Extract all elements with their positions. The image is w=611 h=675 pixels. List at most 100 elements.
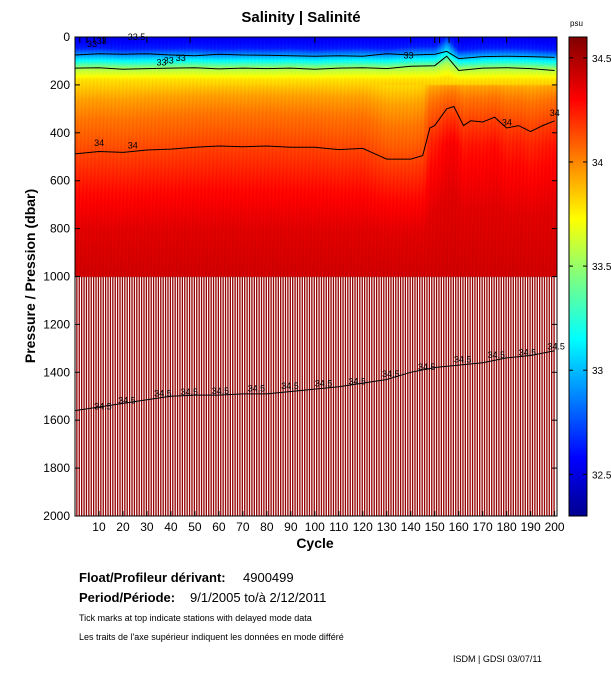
deep-profile-bar — [244, 276, 246, 516]
colorbar-unit: psu — [570, 19, 583, 28]
deep-profile-bar — [80, 276, 83, 516]
contour-label: 34.5 — [315, 379, 333, 389]
y-tick-label: 1800 — [43, 461, 70, 475]
contour-label: 34 — [550, 108, 560, 118]
deep-profile-bar — [423, 276, 426, 516]
chart-title: Salinity | Salinité — [241, 9, 360, 26]
deep-profile-bar — [308, 276, 311, 516]
contour-label: 33 — [404, 51, 414, 61]
x-tick-label: 20 — [116, 520, 130, 534]
y-tick-label: 400 — [50, 126, 70, 140]
x-tick-label: 170 — [473, 520, 493, 534]
deep-profile-bar — [447, 276, 450, 516]
x-tick-label: 30 — [140, 520, 154, 534]
deep-profile-bar — [116, 276, 119, 516]
deep-profile-bar — [462, 276, 464, 516]
deep-profile-bar — [342, 276, 344, 516]
deep-profile-bar — [188, 276, 191, 516]
contour-line-33.5 — [74, 55, 555, 72]
deep-profile-bar — [510, 276, 512, 516]
x-tick-label: 10 — [92, 520, 106, 534]
deep-profile-bar — [203, 276, 205, 516]
profile-gap-bars — [76, 276, 555, 516]
deep-profile-bar — [289, 276, 291, 516]
deep-profile-bar — [553, 276, 555, 516]
deep-profile-bar — [191, 276, 193, 516]
deep-profile-bar — [152, 276, 155, 516]
deep-profile-bar — [88, 276, 90, 516]
contour-label: 34.5 — [348, 376, 366, 386]
deep-profile-bar — [282, 276, 284, 516]
deep-profile-bar — [404, 276, 407, 516]
contour-label: 34 — [502, 118, 512, 128]
deep-profile-bar — [419, 276, 421, 516]
deep-profile-bar — [241, 276, 243, 516]
deep-profile-bar — [368, 276, 371, 516]
deep-profile-bar — [251, 276, 253, 516]
deep-profile-bar — [311, 276, 313, 516]
delayed-mode-ticks — [79, 37, 508, 43]
deep-profile-bar — [258, 276, 260, 516]
deep-profile-bar — [83, 276, 85, 516]
deep-profile-bar — [131, 276, 133, 516]
x-axis: 10 20 30 40 50 60 70 80 90 100 110 120 130 140 150 160 1… — [92, 511, 565, 534]
deep-profile-bar — [164, 276, 167, 516]
deep-profile-bar — [440, 276, 443, 516]
deep-profile-bar — [198, 276, 200, 516]
deep-profile-bar — [375, 276, 378, 516]
deep-profile-bar — [411, 276, 414, 516]
deep-profile-bar — [268, 276, 270, 516]
deep-profile-bar — [157, 276, 160, 516]
deep-profile-bar — [280, 276, 282, 516]
deep-profile-bar — [505, 276, 507, 516]
deep-profile-bar — [277, 276, 279, 516]
deep-profile-bar — [272, 276, 275, 516]
deep-profile-bar — [421, 276, 423, 516]
deep-profile-bar — [193, 276, 196, 516]
footer-credit: ISDM | GDSI 03/07/11 — [453, 654, 542, 664]
deep-profile-bar — [378, 276, 380, 516]
deep-profile-bar — [133, 276, 136, 516]
deep-profile-bar — [140, 276, 143, 516]
x-axis-label: Cycle — [296, 535, 334, 551]
deep-profile-bar — [524, 276, 526, 516]
deep-profile-bar — [438, 276, 440, 516]
deep-profile-bar — [531, 276, 534, 516]
deep-profile-bar — [503, 276, 505, 516]
x-tick-label: 150 — [425, 520, 445, 534]
deep-profile-bar — [351, 276, 354, 516]
x-tick-label: 70 — [236, 520, 250, 534]
deep-profile-bar — [483, 276, 486, 516]
deep-profile-bar — [356, 276, 359, 516]
deep-profile-bar — [196, 276, 198, 516]
deep-profile-bar — [229, 276, 231, 516]
deep-profile-bar — [121, 276, 124, 516]
x-tick-label: 120 — [353, 520, 373, 534]
deep-profile-bar — [234, 276, 236, 516]
x-tick-label: 100 — [305, 520, 325, 534]
deep-profile-bar — [452, 276, 455, 516]
x-tick-label: 190 — [521, 520, 541, 534]
contour-label: 34.5 — [519, 348, 537, 358]
deep-profile-bar — [416, 276, 419, 516]
x-tick-label: 40 — [164, 520, 178, 534]
deep-profile-bar — [186, 276, 188, 516]
deep-profile-bar — [162, 276, 164, 516]
deep-profile-bar — [390, 276, 392, 516]
deep-profile-bar — [347, 276, 349, 516]
contour-lines — [74, 50, 555, 412]
deep-profile-bar — [507, 276, 510, 516]
deep-profile-bar — [363, 276, 366, 516]
contour-label: 34.5 — [118, 395, 136, 405]
deep-profile-bar — [450, 276, 452, 516]
colorbar: psu 32.5 33 33.5 34 34.5 — [568, 19, 611, 517]
deep-profile-bar — [373, 276, 375, 516]
deep-profile-bar — [519, 276, 522, 516]
deep-profile-bar — [90, 276, 92, 516]
deep-profile-bar — [327, 276, 330, 516]
deep-profile-bar — [471, 276, 474, 516]
deep-profile-bar — [428, 276, 431, 516]
deep-profile-bar — [474, 276, 476, 516]
deep-profile-bar — [335, 276, 337, 516]
deep-profile-bar — [150, 276, 152, 516]
